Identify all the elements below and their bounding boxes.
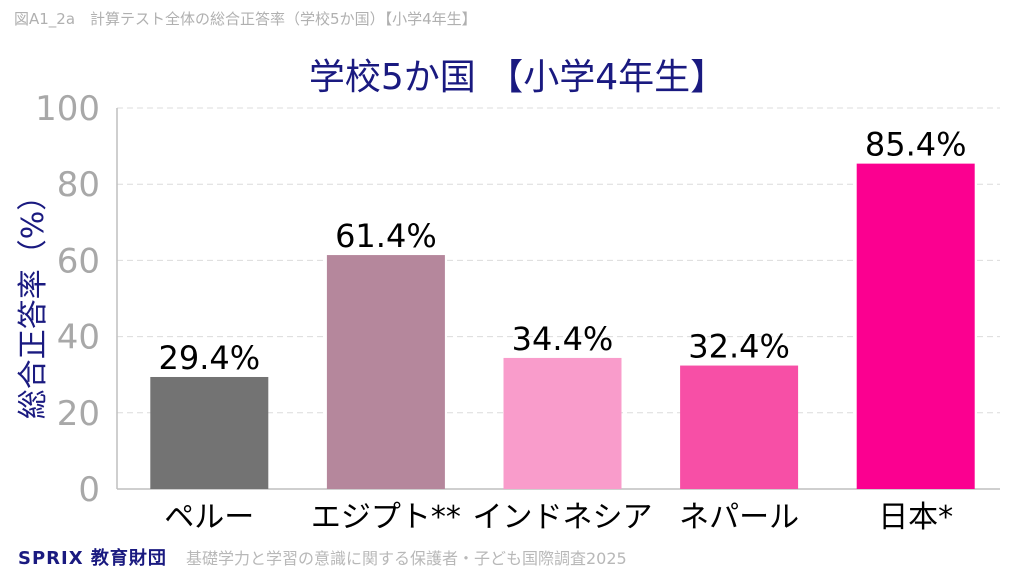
x-tick-label: インドネシア bbox=[473, 500, 653, 535]
data-label: 85.4% bbox=[865, 126, 967, 164]
chart-title: 学校5か国 【小学4年生】 bbox=[308, 57, 727, 98]
y-tick-label: 100 bbox=[35, 89, 100, 129]
x-tick-label: ネパール bbox=[679, 500, 799, 535]
data-label: 29.4% bbox=[158, 339, 260, 377]
data-label: 32.4% bbox=[688, 328, 790, 366]
x-tick-label: エジプト** bbox=[311, 500, 461, 535]
x-tick-label: 日本* bbox=[878, 500, 953, 535]
x-tick-label: ペルー bbox=[164, 500, 254, 535]
figure-label: 図A1_2a 計算テスト全体の総合正答率（学校5か国）【小学4年生】 bbox=[14, 10, 477, 28]
data-label: 61.4% bbox=[335, 217, 437, 255]
footer: SPRIX 教育財団 基礎学力と学習の意識に関する保護者・子ども国際調査2025 bbox=[18, 544, 627, 570]
data-label: 34.4% bbox=[512, 320, 614, 358]
y-tick-label: 60 bbox=[57, 241, 100, 281]
bar bbox=[680, 365, 799, 489]
bar bbox=[150, 376, 269, 489]
bar bbox=[856, 163, 975, 489]
y-tick-label: 20 bbox=[57, 394, 100, 434]
bar bbox=[503, 357, 622, 489]
source-text: 基礎学力と学習の意識に関する保護者・子ども国際調査2025 bbox=[185, 549, 627, 568]
bar bbox=[326, 255, 445, 489]
y-tick-label: 80 bbox=[57, 165, 100, 205]
y-tick-label: 40 bbox=[57, 318, 100, 358]
sprix-logo: SPRIX 教育財団 bbox=[18, 548, 167, 569]
y-tick-label: 0 bbox=[78, 470, 100, 510]
